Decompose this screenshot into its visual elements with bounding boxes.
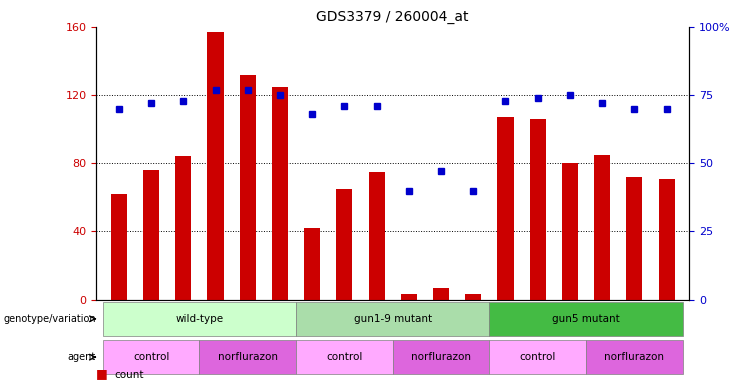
Bar	[562, 163, 578, 300]
Bar	[626, 177, 642, 300]
Bar	[304, 228, 320, 300]
Text: genotype/variation: genotype/variation	[3, 314, 96, 324]
Bar	[272, 86, 288, 300]
Bar	[401, 295, 417, 300]
Bar	[239, 74, 256, 300]
Bar	[530, 119, 546, 300]
Bar	[111, 194, 127, 300]
FancyBboxPatch shape	[103, 301, 296, 336]
FancyBboxPatch shape	[296, 340, 393, 374]
Text: wild-type: wild-type	[176, 314, 224, 324]
Text: control: control	[326, 352, 362, 362]
Bar	[433, 288, 449, 300]
FancyBboxPatch shape	[103, 340, 199, 374]
Bar	[143, 170, 159, 300]
Bar	[368, 172, 385, 300]
Text: gun1-9 mutant: gun1-9 mutant	[353, 314, 432, 324]
Text: agent: agent	[67, 352, 96, 362]
Text: control: control	[519, 352, 556, 362]
FancyBboxPatch shape	[296, 301, 489, 336]
Text: count: count	[115, 370, 144, 380]
FancyBboxPatch shape	[586, 340, 682, 374]
Bar	[594, 155, 610, 300]
Text: norflurazon: norflurazon	[605, 352, 665, 362]
Bar	[497, 117, 514, 300]
Bar	[659, 179, 674, 300]
FancyBboxPatch shape	[489, 340, 586, 374]
Title: GDS3379 / 260004_at: GDS3379 / 260004_at	[316, 10, 469, 25]
Text: gun5 mutant: gun5 mutant	[552, 314, 620, 324]
Bar	[336, 189, 353, 300]
FancyBboxPatch shape	[393, 340, 489, 374]
Text: ■: ■	[96, 367, 108, 380]
Bar	[207, 32, 224, 300]
Bar	[465, 295, 482, 300]
Text: norflurazon: norflurazon	[218, 352, 278, 362]
FancyBboxPatch shape	[199, 340, 296, 374]
Text: norflurazon: norflurazon	[411, 352, 471, 362]
FancyBboxPatch shape	[489, 301, 682, 336]
Text: ■: ■	[96, 381, 108, 384]
Bar	[176, 156, 191, 300]
Text: control: control	[133, 352, 169, 362]
